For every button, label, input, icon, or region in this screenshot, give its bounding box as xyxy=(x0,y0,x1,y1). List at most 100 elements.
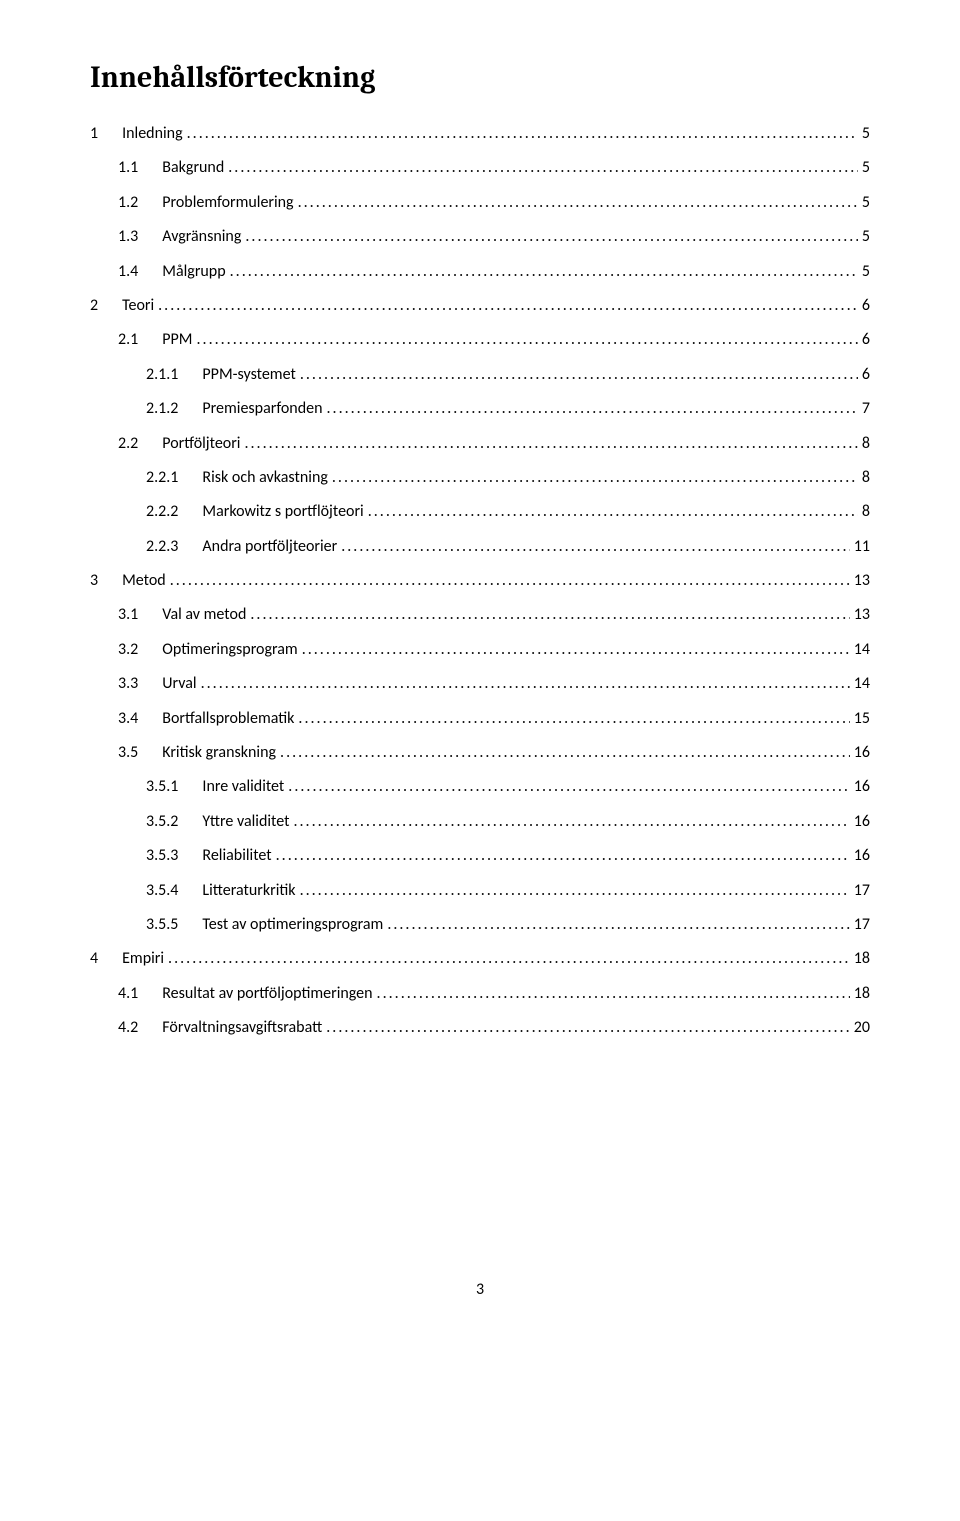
toc-label: PPM-systemet xyxy=(202,364,295,386)
toc-row: 3.5.1Inre validitet16 xyxy=(90,776,870,798)
toc-page: 16 xyxy=(850,845,870,867)
toc-page: 6 xyxy=(858,329,870,351)
toc-row: 1.2Problemformulering 5 xyxy=(90,192,870,214)
toc-leader-dots xyxy=(328,467,858,489)
toc-leader-dots xyxy=(276,742,850,764)
toc-page: 14 xyxy=(850,639,870,661)
toc-page: 5 xyxy=(858,157,870,179)
toc-page: 16 xyxy=(850,811,870,833)
toc-label: Förvaltningsavgiftsrabatt xyxy=(162,1017,322,1039)
toc-label: Yttre validitet xyxy=(202,811,289,833)
toc-leader-dots xyxy=(246,604,849,626)
page-number: 3 xyxy=(90,1280,870,1299)
toc-row: 3.5.5Test av optimeringsprogram 17 xyxy=(90,914,870,936)
toc-number: 3.5.2 xyxy=(146,811,202,833)
toc-row: 3.1Val av metod 13 xyxy=(90,604,870,626)
toc-number: 1 xyxy=(90,123,122,145)
toc-page: 8 xyxy=(858,467,870,489)
toc-row: 2.2.3Andra portföljteorier11 xyxy=(90,536,870,558)
toc-page: 13 xyxy=(850,604,870,626)
toc-number: 2.1.1 xyxy=(146,364,202,386)
toc-number: 4 xyxy=(90,948,122,970)
toc-label: Risk och avkastning xyxy=(202,467,327,489)
toc-row: 2.2.2Markowitz s portflöjteori8 xyxy=(90,501,870,523)
toc-label: Empiri xyxy=(122,948,164,970)
toc-label: Inledning xyxy=(122,123,183,145)
toc-label: Kritisk granskning xyxy=(162,742,276,764)
toc-row: 3.5.4Litteraturkritik 17 xyxy=(90,880,870,902)
toc-label: Optimeringsprogram xyxy=(162,639,297,661)
toc-number: 1.3 xyxy=(118,226,162,248)
toc-label: Problemformulering xyxy=(162,192,293,214)
toc-number: 4.1 xyxy=(118,983,162,1005)
toc-number: 3.5 xyxy=(118,742,162,764)
toc-leader-dots xyxy=(383,914,849,936)
toc-row: 2.1.1PPM-systemet 6 xyxy=(90,364,870,386)
toc-number: 1.2 xyxy=(118,192,162,214)
toc-row: 3.3Urval 14 xyxy=(90,673,870,695)
toc-leader-dots xyxy=(322,398,857,420)
toc-number: 1.4 xyxy=(118,261,162,283)
toc-number: 3 xyxy=(90,570,122,592)
toc-leader-dots xyxy=(296,880,850,902)
toc-number: 3.5.5 xyxy=(146,914,202,936)
toc-number: 3.5.3 xyxy=(146,845,202,867)
toc-label: Inre validitet xyxy=(202,776,284,798)
toc-row: 1.3Avgränsning 5 xyxy=(90,226,870,248)
toc-row: 3.2Optimeringsprogram 14 xyxy=(90,639,870,661)
toc-number: 3.2 xyxy=(118,639,162,661)
toc-page: 6 xyxy=(858,364,870,386)
toc-row: 4.2Förvaltningsavgiftsrabatt20 xyxy=(90,1017,870,1039)
toc-page: 5 xyxy=(858,226,870,248)
document-title: Innehållsförteckning xyxy=(90,60,870,95)
toc-page: 17 xyxy=(850,880,870,902)
toc-label: Teori xyxy=(122,295,154,317)
toc-page: 11 xyxy=(850,536,870,558)
toc-number: 2.2.3 xyxy=(146,536,202,558)
toc-page: 17 xyxy=(850,914,870,936)
toc-page: 8 xyxy=(858,433,870,455)
toc-leader-dots xyxy=(226,261,858,283)
toc-label: Litteraturkritik xyxy=(202,880,295,902)
toc-leader-dots xyxy=(364,501,858,523)
toc-row: 1.4Målgrupp5 xyxy=(90,261,870,283)
toc-label: Portföljteori xyxy=(162,433,240,455)
toc-number: 3.5.4 xyxy=(146,880,202,902)
toc-label: Val av metod xyxy=(162,604,246,626)
toc-number: 3.5.1 xyxy=(146,776,202,798)
toc-leader-dots xyxy=(197,673,850,695)
toc-number: 3.1 xyxy=(118,604,162,626)
toc-label: Resultat av portföljoptimeringen xyxy=(162,983,372,1005)
toc-row: 3Metod13 xyxy=(90,570,870,592)
toc-leader-dots xyxy=(240,433,857,455)
toc-row: 1.1Bakgrund5 xyxy=(90,157,870,179)
toc-page: 14 xyxy=(850,673,870,695)
toc-label: Markowitz s portflöjteori xyxy=(202,501,363,523)
toc-page: 16 xyxy=(850,742,870,764)
toc-number: 3.3 xyxy=(118,673,162,695)
toc-leader-dots xyxy=(294,192,858,214)
toc-page: 15 xyxy=(850,708,870,730)
toc-page: 5 xyxy=(858,123,870,145)
toc-label: Avgränsning xyxy=(162,226,241,248)
toc-label: Bakgrund xyxy=(162,157,224,179)
toc-leader-dots xyxy=(224,157,858,179)
toc-label: Premiesparfonden xyxy=(202,398,322,420)
toc-row: 1Inledning 5 xyxy=(90,123,870,145)
toc-number: 2 xyxy=(90,295,122,317)
toc-row: 3.5.2Yttre validitet 16 xyxy=(90,811,870,833)
toc-page: 5 xyxy=(858,192,870,214)
toc-number: 2.2.2 xyxy=(146,501,202,523)
toc-row: 3.4Bortfallsproblematik15 xyxy=(90,708,870,730)
toc-row: 2.2.1Risk och avkastning8 xyxy=(90,467,870,489)
toc-leader-dots xyxy=(294,708,849,730)
toc-leader-dots xyxy=(296,364,858,386)
toc-page: 5 xyxy=(858,261,870,283)
toc-leader-dots xyxy=(298,639,850,661)
toc-page: 18 xyxy=(850,948,870,970)
toc-label: Urval xyxy=(162,673,196,695)
toc-number: 3.4 xyxy=(118,708,162,730)
toc-label: Test av optimeringsprogram xyxy=(202,914,383,936)
toc-row: 3.5.3Reliabilitet16 xyxy=(90,845,870,867)
toc-page: 18 xyxy=(850,983,870,1005)
